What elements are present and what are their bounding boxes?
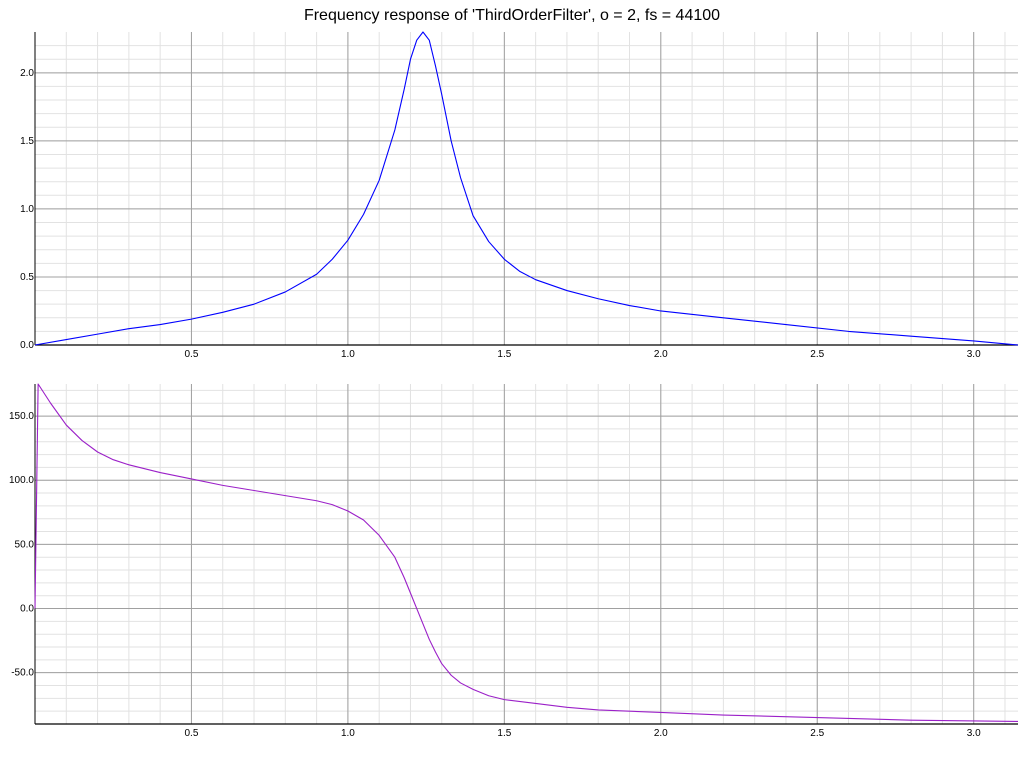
magnitude-minor-grid bbox=[35, 32, 1018, 346]
magnitude-panel: 0.5 1.0 1.5 2.0 2.5 3.0 0.0 0.5 1.0 1.5 2.0 bbox=[20, 31, 1019, 360]
x-tick-label: 0.5 bbox=[184, 349, 198, 360]
phase-panel: 0.5 1.0 1.5 2.0 2.5 3.0 -50.0 0.0 50.0 100.0 150.0 bbox=[9, 383, 1019, 739]
x-tick-label: 3.0 bbox=[967, 728, 981, 739]
y-tick-label: 0.0 bbox=[20, 604, 34, 615]
x-tick-label: 3.0 bbox=[967, 349, 981, 360]
y-tick-label: 1.0 bbox=[20, 204, 34, 215]
y-tick-label: -50.0 bbox=[11, 668, 34, 679]
y-tick-label: 0.5 bbox=[20, 272, 34, 283]
x-tick-label: 1.0 bbox=[341, 728, 355, 739]
x-tick-label: 2.0 bbox=[654, 728, 668, 739]
x-tick-label: 1.0 bbox=[341, 349, 355, 360]
x-tick-label: 1.5 bbox=[497, 349, 511, 360]
magnitude-series-line bbox=[34, 31, 1019, 346]
y-tick-label: 50.0 bbox=[15, 539, 35, 550]
y-tick-label: 0.0 bbox=[20, 340, 34, 351]
x-tick-label: 1.5 bbox=[497, 728, 511, 739]
phase-series-line bbox=[34, 383, 1019, 722]
x-tick-label: 2.5 bbox=[810, 349, 824, 360]
x-tick-label: 2.5 bbox=[810, 728, 824, 739]
y-tick-label: 1.5 bbox=[20, 136, 34, 147]
y-tick-label: 100.0 bbox=[9, 475, 34, 486]
x-tick-label: 0.5 bbox=[184, 728, 198, 739]
y-tick-label: 2.0 bbox=[20, 68, 34, 79]
chart-title: Frequency response of 'ThirdOrderFilter'… bbox=[303, 7, 721, 24]
y-tick-label: 150.0 bbox=[9, 411, 34, 422]
x-tick-label: 2.0 bbox=[654, 349, 668, 360]
